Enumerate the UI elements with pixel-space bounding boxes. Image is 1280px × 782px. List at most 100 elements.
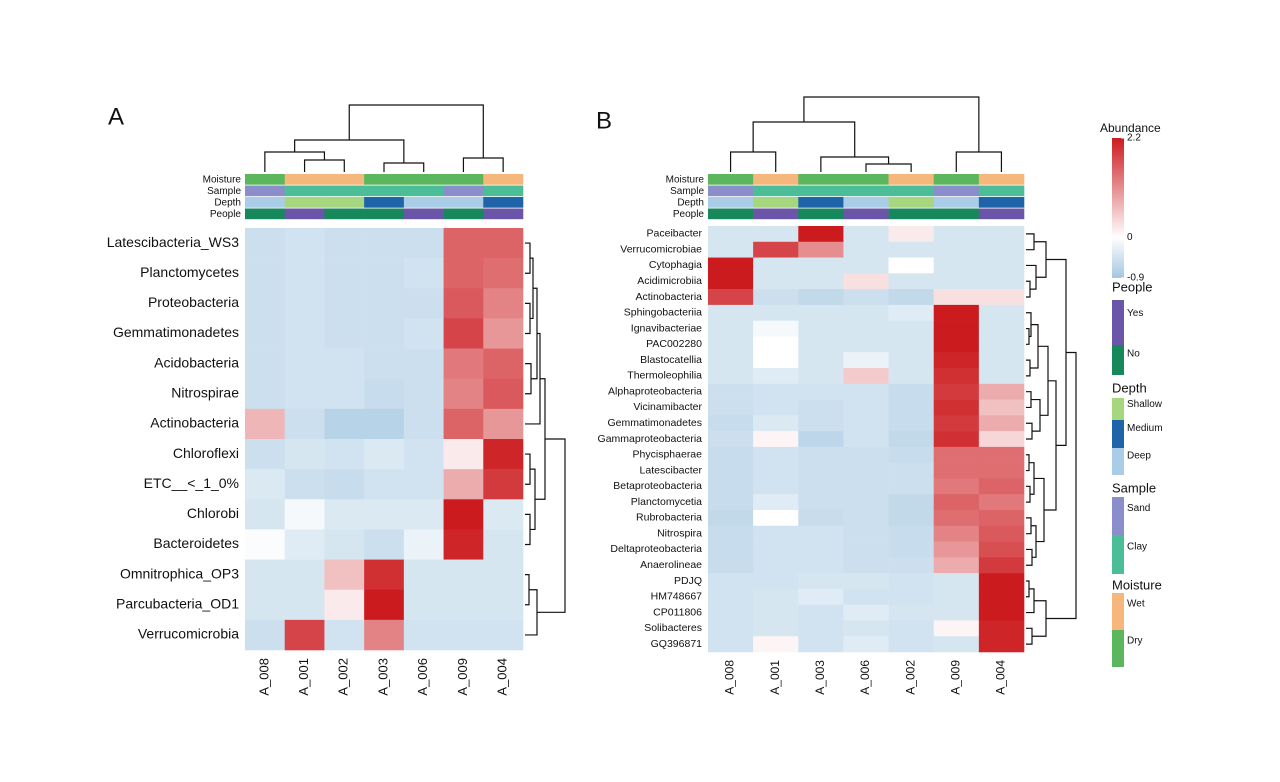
heatmap-cell <box>798 541 844 558</box>
annotation-cell <box>798 208 844 220</box>
annotation-cell <box>403 197 444 208</box>
heatmap-cell <box>708 462 754 479</box>
heatmap-cell <box>364 378 405 410</box>
heatmap-cell <box>978 289 1025 306</box>
heatmap-cell <box>483 408 524 440</box>
heatmap-cell <box>403 348 444 380</box>
heatmap-cell <box>284 288 325 319</box>
heatmap-cell <box>483 499 524 530</box>
heatmap-cell <box>978 541 1025 558</box>
annotation-cell <box>933 185 980 197</box>
heatmap-cell <box>888 588 935 605</box>
annotation-cell <box>708 208 754 220</box>
heatmap-cell <box>843 304 889 321</box>
heatmap-cell <box>978 352 1025 369</box>
heatmap-cell <box>364 589 405 621</box>
heatmap-cell <box>888 289 935 306</box>
heatmap-cell <box>888 446 935 463</box>
heatmap-cell <box>798 273 844 290</box>
heatmap-cell <box>403 439 444 470</box>
heatmap-cell <box>364 228 405 259</box>
row-label: Phycisphaerae <box>633 449 703 461</box>
heatmap-cell <box>888 557 935 574</box>
heatmap-cell <box>708 304 754 321</box>
heatmap-cell <box>708 541 754 558</box>
heatmap-cell <box>843 525 889 542</box>
heatmap-cell <box>284 529 325 560</box>
heatmap-cell <box>888 273 935 290</box>
row-label: Ignavibacteriae <box>631 322 702 334</box>
heatmap-cell <box>284 318 325 349</box>
heatmap-cell <box>933 352 980 369</box>
row-label: Vicinamibacter <box>633 401 702 413</box>
heatmap-cell <box>403 559 444 591</box>
annotation-label: People <box>210 209 242 220</box>
heatmap-cell <box>708 431 754 448</box>
heatmap-cell <box>933 415 980 432</box>
heatmap-cell <box>888 336 935 353</box>
heatmap-cell <box>978 510 1025 527</box>
heatmap-cell <box>933 541 980 558</box>
heatmap-cell <box>245 619 286 651</box>
heatmap-cell <box>978 320 1025 337</box>
heatmap-cell <box>708 289 754 306</box>
heatmap-cell <box>245 348 286 380</box>
heatmap-cell <box>753 368 799 385</box>
heatmap-cell <box>708 510 754 527</box>
heatmap-cell <box>753 431 799 448</box>
annotation-cell <box>843 174 889 185</box>
heatmap-cell <box>284 469 325 500</box>
heatmap-cell <box>888 525 935 542</box>
heatmap-cell <box>843 541 889 558</box>
heatmap-cell <box>753 604 799 621</box>
column-label: A_006 <box>415 658 430 696</box>
heatmap-cell <box>284 258 325 289</box>
heatmap-cell <box>708 273 754 290</box>
heatmap-cell <box>978 462 1025 479</box>
heatmap-cell <box>708 636 754 653</box>
heatmap-cell <box>364 318 405 349</box>
heatmap-cell <box>933 320 980 337</box>
heatmap-cell <box>708 478 754 495</box>
heatmap-cell <box>443 499 484 530</box>
annotation-cell <box>324 208 365 220</box>
annotation-cell <box>483 197 524 208</box>
heatmap-cell <box>708 588 754 605</box>
heatmap-cell <box>933 257 980 274</box>
heatmap-cell <box>978 620 1025 637</box>
row-label: Actinobacteria <box>635 291 702 303</box>
heatmap-cell <box>483 288 524 319</box>
heatmap-cell <box>753 289 799 306</box>
heatmap-cell <box>798 415 844 432</box>
heatmap-cell <box>324 619 365 651</box>
heatmap-cell <box>933 478 980 495</box>
row-label: Nitrospirae <box>171 384 239 400</box>
heatmap-cell <box>443 619 484 651</box>
heatmap-cell <box>978 573 1025 590</box>
heatmap-cell <box>843 462 889 479</box>
legend-label: Clay <box>1127 541 1147 552</box>
heatmap-cell <box>708 226 754 243</box>
heatmap-cell <box>888 257 935 274</box>
heatmap-cell <box>708 525 754 542</box>
heatmap-cell <box>708 573 754 590</box>
heatmap-cell <box>798 588 844 605</box>
heatmap-cell <box>483 529 524 560</box>
row-label: CP011806 <box>653 606 702 618</box>
heatmap-cell <box>843 446 889 463</box>
heatmap-cell <box>978 304 1025 321</box>
heatmap-cell <box>245 559 286 591</box>
heatmap-cell <box>483 228 524 259</box>
annotation-cell <box>245 174 286 185</box>
legend-swatch <box>1112 593 1124 630</box>
legend-group-title: Depth <box>1112 380 1147 395</box>
panel-label: B <box>596 107 612 134</box>
row-label: Omnitrophica_OP3 <box>120 565 239 581</box>
row-label: Anaerolineae <box>640 559 702 571</box>
column-label: A_003 <box>375 658 390 696</box>
heatmap-cell <box>933 588 980 605</box>
heatmap-cell <box>978 415 1025 432</box>
heatmap-cell <box>443 348 484 380</box>
heatmap-cell <box>364 469 405 500</box>
annotation-cell <box>284 197 325 208</box>
